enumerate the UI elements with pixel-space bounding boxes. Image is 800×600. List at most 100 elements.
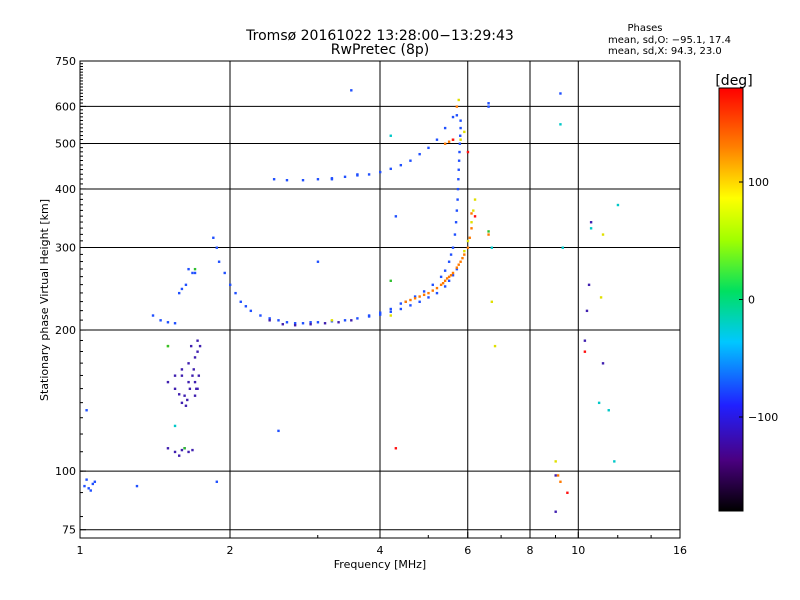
data-point xyxy=(487,230,490,233)
data-point xyxy=(616,203,620,207)
data-point xyxy=(472,209,475,212)
x-axis-label: Frequency [MHz] xyxy=(334,558,426,571)
data-point xyxy=(409,304,412,307)
data-point xyxy=(601,233,605,236)
data-point xyxy=(196,339,199,342)
data-point xyxy=(356,317,359,320)
data-point xyxy=(445,277,449,280)
data-point xyxy=(180,401,184,405)
data-point xyxy=(191,448,194,452)
data-point xyxy=(455,267,459,271)
data-point xyxy=(554,460,557,463)
data-point xyxy=(409,159,412,162)
data-point xyxy=(183,394,186,397)
data-point xyxy=(487,233,490,236)
data-point xyxy=(439,283,443,287)
data-point xyxy=(85,409,88,412)
data-point xyxy=(459,119,462,122)
data-point xyxy=(343,175,347,179)
data-point xyxy=(454,221,458,224)
data-point xyxy=(309,323,312,326)
data-point xyxy=(457,98,460,102)
data-point xyxy=(367,314,371,317)
data-point xyxy=(585,309,589,313)
data-point xyxy=(418,295,421,298)
data-point xyxy=(166,344,170,348)
data-point xyxy=(457,178,460,181)
data-point xyxy=(597,401,601,405)
data-point xyxy=(418,300,421,303)
data-point xyxy=(490,300,494,303)
data-point xyxy=(439,275,443,279)
data-point xyxy=(159,319,162,322)
data-point xyxy=(470,221,473,224)
data-point xyxy=(459,126,462,130)
data-point xyxy=(316,321,320,324)
colorbar-ticks: 100 0 −100 xyxy=(739,176,778,424)
data-point xyxy=(389,167,392,171)
data-point xyxy=(293,322,297,325)
y-tick-label: 500 xyxy=(55,138,76,151)
data-point xyxy=(455,266,459,269)
data-point xyxy=(389,279,392,282)
data-point xyxy=(196,350,199,353)
data-point xyxy=(316,260,320,263)
data-point xyxy=(188,387,192,391)
data-point xyxy=(180,368,184,371)
data-point xyxy=(389,307,392,311)
chart-subtitle: RwPretec (8p) xyxy=(331,42,429,58)
x-axis-ticks: 1 2 4 6 8 10 16 xyxy=(77,532,687,557)
data-point xyxy=(583,350,587,353)
phase-box-line-o: mean, sd,O: −95.1, 17.4 xyxy=(608,35,731,46)
data-point xyxy=(173,322,177,325)
data-point xyxy=(473,198,477,201)
data-point xyxy=(427,291,430,295)
data-point xyxy=(189,344,193,348)
data-point xyxy=(443,126,447,130)
data-point xyxy=(350,319,353,322)
data-point xyxy=(323,322,327,325)
data-point xyxy=(451,115,455,119)
data-point xyxy=(459,134,462,137)
colorbar-tick-label: 0 xyxy=(748,294,755,307)
data-point xyxy=(184,283,188,287)
data-point xyxy=(493,344,497,348)
data-point xyxy=(466,239,470,243)
data-point xyxy=(249,309,253,313)
data-point xyxy=(389,134,392,137)
data-point xyxy=(447,260,451,263)
data-point xyxy=(556,474,560,477)
data-point xyxy=(418,152,421,156)
data-point xyxy=(330,178,334,181)
data-point xyxy=(453,233,457,236)
x-tick-label: 2 xyxy=(227,544,234,557)
data-point xyxy=(91,482,95,486)
data-points-layer xyxy=(83,89,620,513)
data-point xyxy=(229,283,232,287)
data-point xyxy=(457,263,460,266)
data-point xyxy=(193,356,197,359)
data-point xyxy=(447,279,451,282)
data-point xyxy=(589,227,593,230)
data-point xyxy=(459,260,462,263)
phase-box-title: Phases xyxy=(627,23,662,34)
data-point xyxy=(449,274,453,277)
data-point xyxy=(166,447,170,450)
data-point xyxy=(285,321,289,324)
data-point xyxy=(180,448,184,452)
data-point xyxy=(463,249,466,253)
data-point xyxy=(177,291,181,295)
data-point xyxy=(409,298,412,302)
data-point xyxy=(293,324,297,327)
data-point xyxy=(463,130,466,134)
data-point xyxy=(193,394,197,397)
x-tick-label: 1 xyxy=(77,544,84,557)
data-point xyxy=(456,187,460,191)
y-axis-label: Stationary phase Virtual Height [km] xyxy=(38,199,51,401)
data-point xyxy=(277,429,280,433)
data-point xyxy=(589,221,593,224)
y-tick-label: 200 xyxy=(55,324,76,337)
colorbar-tick-label: −100 xyxy=(748,411,778,424)
data-point xyxy=(234,291,237,295)
